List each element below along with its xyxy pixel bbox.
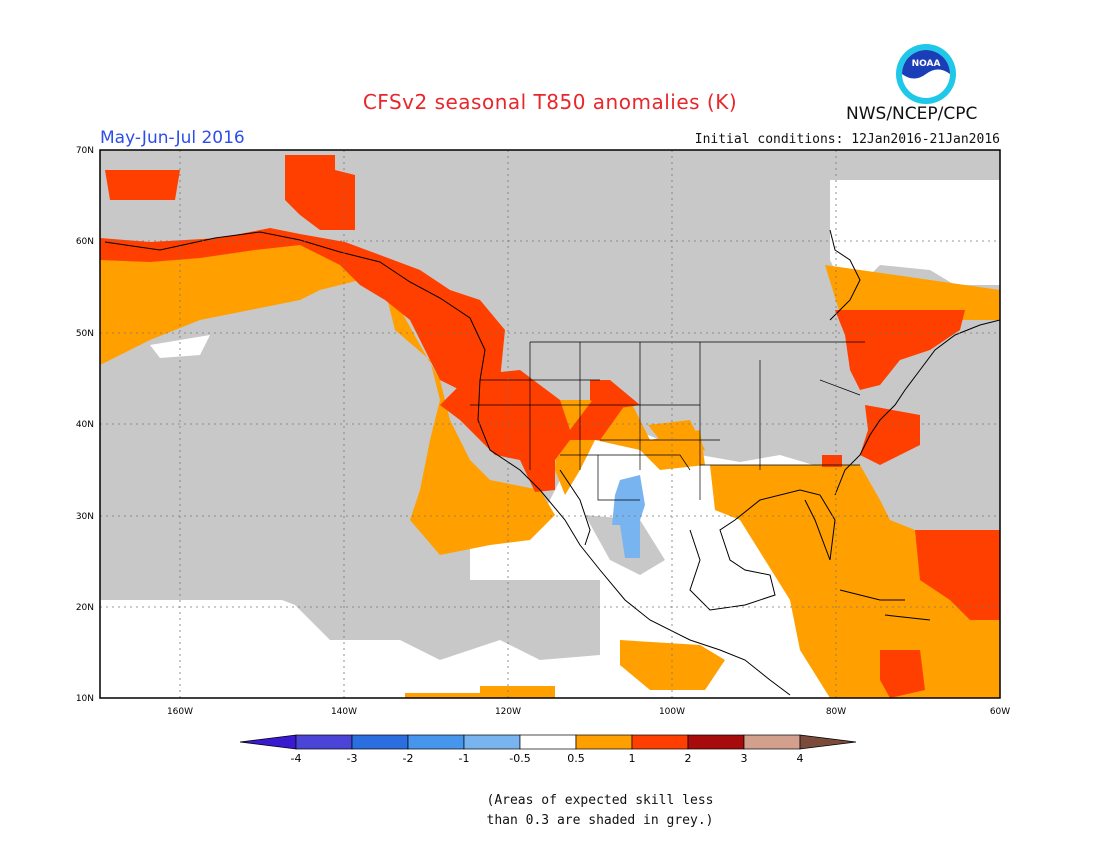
colorbar-segment: [351, 734, 409, 750]
colorbar-segment: [295, 734, 353, 750]
white-pacific-patch: [150, 335, 210, 358]
chart-title: CFSv2 seasonal T850 anomalies (K): [362, 90, 738, 114]
colorbar: -4 -3 -2 -1 -0.5 0.5 1 2 3 4: [239, 734, 857, 765]
red-northeast: [835, 310, 965, 390]
colorbar-label: 4: [797, 752, 804, 765]
grey-mask-tropical-pacific: [210, 530, 600, 660]
colorbar-segment: [575, 734, 633, 750]
skill-note-line2: than 0.3 are shaded in grey.): [486, 813, 714, 828]
colorbar-segment: [631, 734, 689, 750]
colorbar-segment: [519, 734, 577, 750]
map-frame: [99, 149, 1001, 699]
colorbar-triangle-low: [239, 734, 297, 750]
colorbar-segment: [463, 734, 521, 750]
lon-label: 140W: [331, 707, 357, 717]
red-atlantic: [915, 530, 1000, 620]
red-alaska-coast: [100, 228, 505, 395]
colorbar-label: -4: [291, 752, 302, 765]
colorbar-label: -0.5: [509, 752, 530, 765]
white-labrador: [830, 180, 1000, 285]
noaa-logo-text: NOAA: [912, 59, 941, 69]
orange-alaska-pacific: [100, 235, 555, 555]
colorbar-triangle-high: [799, 734, 857, 750]
initial-conditions: Initial conditions: 12Jan2016-21Jan2016: [694, 132, 1000, 147]
graticule: [100, 150, 1000, 698]
red-west-coast: [440, 370, 625, 492]
lat-label: 50N: [76, 329, 94, 339]
colorbar-segment: [743, 734, 801, 750]
lon-label: 80W: [826, 707, 846, 717]
colorbar-label: 2: [685, 752, 692, 765]
colorbar-segment: [687, 734, 745, 750]
lon-label: 120W: [495, 707, 521, 717]
lat-label: 20N: [76, 603, 94, 613]
lat-label: 70N: [76, 146, 94, 156]
red-east-coast: [860, 405, 920, 465]
longitude-labels: 160W 140W 120W 100W 80W 60W: [167, 707, 1010, 717]
white-southwest: [560, 425, 720, 520]
latitude-labels: 70N 60N 50N 40N 30N 20N 10N: [76, 146, 94, 704]
noaa-logo: NOAA: [896, 44, 956, 104]
map-fields: [100, 150, 1000, 698]
lat-label: 40N: [76, 420, 94, 430]
colorbar-segment: [407, 734, 465, 750]
lat-label: 60N: [76, 237, 94, 247]
colorbar-label: 3: [741, 752, 748, 765]
red-gulf-small: [822, 455, 842, 467]
political-boundaries: [470, 341, 865, 501]
red-bering: [105, 170, 180, 200]
lon-label: 100W: [659, 707, 685, 717]
lat-label: 30N: [76, 512, 94, 522]
blue-mexico-anomaly: [612, 475, 645, 558]
skill-note-line1: (Areas of expected skill less: [486, 793, 714, 808]
lat-label: 10N: [76, 694, 94, 704]
red-arctic: [285, 155, 355, 230]
lon-label: 60W: [990, 707, 1010, 717]
red-caribbean: [880, 650, 925, 698]
colorbar-label: -2: [403, 752, 414, 765]
colorbar-label: 0.5: [567, 752, 585, 765]
orange-mexico-pacific: [620, 640, 725, 690]
orange-southeast-caribbean: [710, 465, 1000, 698]
colorbar-label: -3: [347, 752, 358, 765]
lon-label: 160W: [167, 707, 193, 717]
red-4corners: [590, 380, 640, 410]
forecast-period: May-Jun-Jul 2016: [100, 128, 245, 148]
colorbar-label: -1: [459, 752, 470, 765]
orange-gulf-mexico: [648, 420, 705, 455]
agency-label: NWS/NCEP/CPC: [846, 104, 978, 124]
orange-eq-pacific: [405, 686, 555, 698]
colorbar-label: 1: [629, 752, 636, 765]
